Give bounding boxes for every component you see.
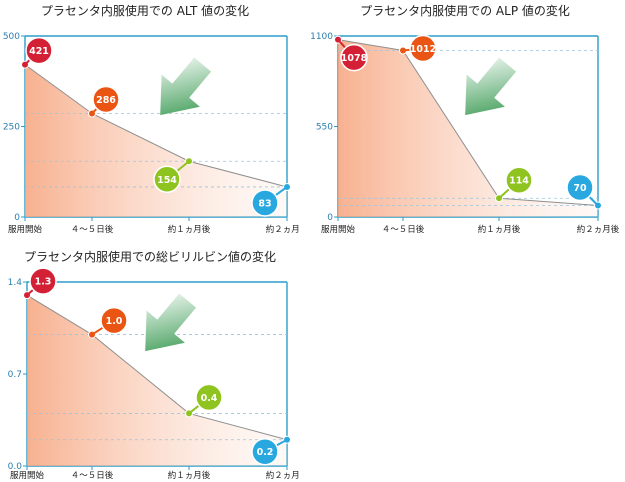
chart-title: プラセンタ内服使用での ALP 値の変化 [360,4,570,18]
alt-chart: 0 250 500 服用開始 ４～５日後 約１ヵ月後 約２ヵ月後 421 286 154 83 [3,32,300,235]
data-label: 1078 [341,53,368,64]
data-label: 1.3 [35,277,52,288]
value-bubble [195,383,223,412]
value-bubble [25,36,53,65]
x-tick-label: 服用開始 [321,224,356,235]
x-tick-label: ４～５日後 [71,224,114,235]
x-tick-label: 服用開始 [10,470,45,481]
data-label: 0.2 [257,447,274,458]
area-fill [338,39,598,218]
value-bubble [153,165,181,194]
chart-title: プラセンタ内服使用での総ビリルビン値の変化 [23,250,276,264]
value-bubble [251,189,279,217]
x-tick-label: 約１ヵ月後 [168,470,211,481]
y-tick-label: 550 [316,123,333,133]
y-tick-label: 0 [327,213,333,223]
x-tick-label: ４～５日後 [71,470,114,481]
data-label: 0.4 [201,393,218,404]
series-line [26,294,288,441]
data-label: 83 [258,198,271,209]
y-tick-label: 250 [3,123,20,133]
downward-arrow-icon [145,293,197,352]
alp-chart: 0 550 1100 服用開始 ４～５日後 約１ヵ月後 約２ヵ月後 1078 1012 114 70 [310,32,620,235]
data-label: 1012 [410,44,436,55]
value-bubble [92,85,120,114]
x-tick-label: 約２ヵ月後 [266,470,300,481]
x-tick-label: 約２ヵ月後 [266,224,300,235]
downward-arrow-icon [160,57,212,116]
data-label: 421 [29,46,49,57]
x-tick-label: 約２ヵ月後 [577,224,620,235]
value-bubble [251,437,279,466]
data-label: 114 [509,176,529,187]
series-line [337,39,599,206]
y-tick-label: 1.4 [8,278,23,288]
downward-arrow-icon [465,57,517,116]
value-bubble [409,34,437,63]
y-tick-label: 0 [14,213,20,223]
x-tick-label: ４～５日後 [382,224,425,235]
data-label: 154 [157,175,177,186]
y-tick-label: 1100 [310,32,333,42]
data-label: 1.0 [106,316,123,327]
value-bubble [340,43,368,72]
value-bubble [29,267,57,295]
bilirubin-chart: 0.0 0.7 1.4 服用開始 ４～５日後 約１ヵ月後 約２ヵ月後 1.3 1.0 0.4 0.2 [8,267,300,481]
y-tick-label: 0.7 [8,370,22,380]
chart-title: プラセンタ内服使用での ALT 値の変化 [40,4,250,18]
data-label: 286 [96,95,116,106]
value-bubble [100,306,128,335]
value-bubble [566,173,594,202]
y-tick-label: 500 [3,32,20,42]
x-tick-label: 約１ヵ月後 [168,224,211,235]
area-fill [25,64,287,218]
data-label: 70 [573,183,587,194]
x-tick-label: 服用開始 [8,224,43,235]
value-bubble [505,166,533,194]
series-line [24,64,288,188]
y-tick-label: 0.0 [8,462,23,472]
x-tick-label: 約１ヵ月後 [478,224,521,235]
